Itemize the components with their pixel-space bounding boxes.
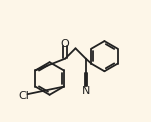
Text: N: N — [82, 86, 90, 96]
Text: Cl: Cl — [18, 91, 29, 101]
Text: O: O — [61, 39, 70, 49]
